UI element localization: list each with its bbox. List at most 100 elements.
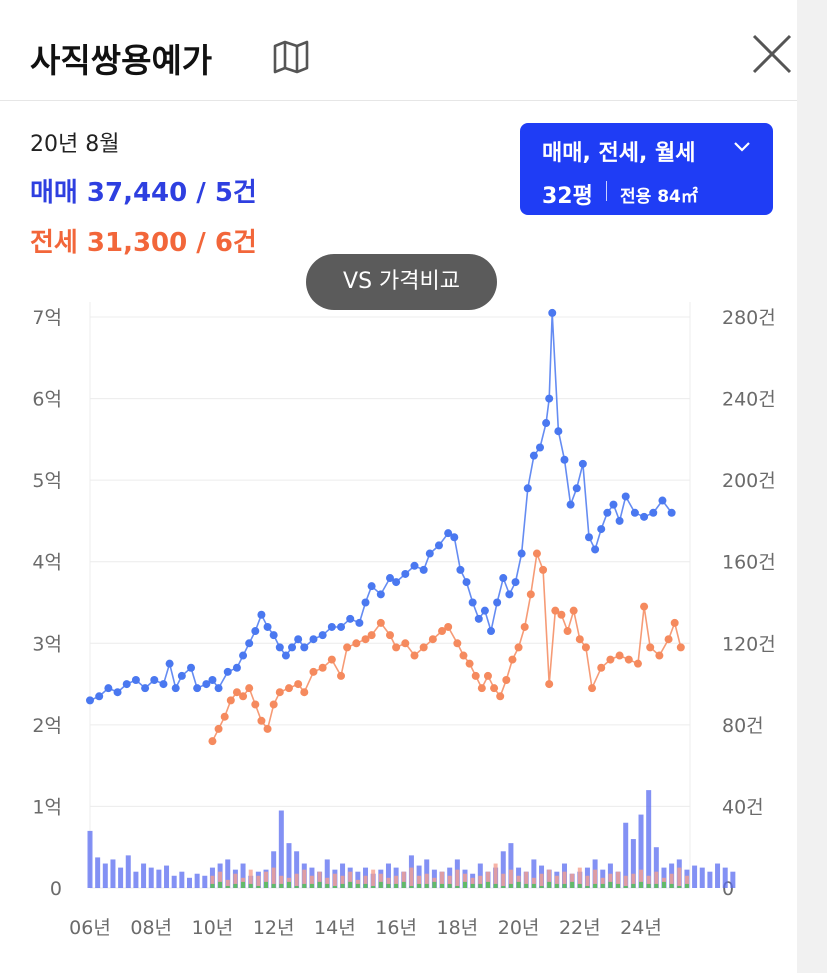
volume-bar [194,873,200,888]
volume-bar [593,869,598,888]
sale-price-point [187,663,196,672]
sale-price-point [208,675,217,684]
jeonse-price-point [624,655,633,664]
volume-bar [409,867,414,888]
volume-bar [148,867,154,888]
volume-bar [141,863,147,888]
sale-price-point [122,680,131,689]
volume-bar [118,867,124,888]
chart-grid [89,302,691,889]
sale-price-point [318,631,327,640]
volume-bar [493,863,498,888]
sale-price-point [281,651,290,660]
volume-bar [715,863,721,888]
jeonse-price-point [367,631,376,640]
y-right-tick-label: 240건 [722,389,776,411]
volume-bar [547,881,552,888]
volume-bar [417,883,422,888]
price-chart[interactable]: 0 1억 2억 3억 4억 5억 6억 7억 0 40건 80건 120건 160건 200건 240건 2… [0,0,797,973]
jeonse-price-point [386,631,394,640]
jeonse-price-point [410,651,419,660]
volume-bar [317,881,322,888]
sale-price-point [239,651,248,660]
jeonse-price-point [490,684,499,693]
jeonse-price-point [655,651,664,660]
jeonse-price-point [220,712,229,721]
volume-bar [608,873,613,888]
sale-price-line [89,312,673,702]
sale-price-point [269,631,278,640]
x-tick-label: 06년 [69,917,111,939]
volume-bar [562,871,567,888]
volume-bar [531,877,536,888]
volume-bar [348,881,353,888]
sale-price-point [468,598,477,607]
map-icon[interactable] [272,40,310,78]
jeonse-price-point [392,643,401,652]
jeonse-price-point [361,635,370,644]
volume-bar [531,859,537,888]
volume-bar [309,883,314,888]
volume-bar [256,875,261,888]
jeonse-price-point [376,618,385,627]
y-right-tick-label: 120건 [722,633,776,655]
jeonse-price-point [640,602,649,611]
sale-price-point [505,590,514,599]
left-axis-ticks: 0 1억 2억 3억 4억 5억 6억 7억 [32,307,62,900]
close-button[interactable] [748,30,796,78]
volume-bar [639,881,644,888]
jeonse-price-point [257,716,266,725]
jeonse-price-point [419,643,428,652]
sale-price-point [346,614,355,623]
volume-bar [654,883,659,888]
jeonse-price-point [502,675,511,684]
volume-bar [501,873,506,888]
jeonse-price-point [428,635,437,644]
sale-price-point [548,308,557,317]
volume-bar [478,875,483,888]
volume-bar [631,873,636,888]
jeonse-price-point [597,663,606,672]
selected-date: 20년 8월 [30,132,120,157]
sale-price-point [545,394,554,403]
volume-bar [539,873,544,888]
jeonse-price-point [532,549,541,558]
filter-dropdown[interactable]: 매매, 전세, 월세 32평 전용 84㎡ [520,123,773,215]
volume-bar [623,885,628,888]
sale-price-point [232,663,241,672]
jeonse-price-point [606,655,615,664]
volume-bar [646,875,651,888]
jeonse-summary: 전세 31,300 / 6건 [30,228,257,258]
jeonse-price-point [294,680,303,689]
jeonse-price-point [465,659,474,668]
x-tick-label: 24년 [620,917,662,939]
jeonse-price-point [459,651,468,660]
jeonse-price-point [337,671,346,680]
volume-bar [279,875,284,888]
volume-bar [654,871,659,888]
jeonse-price-point [444,622,453,631]
volume-bar [508,843,514,888]
jeonse-price-point [520,622,529,631]
sale-price-point [640,512,649,521]
vs-compare-button[interactable]: VS 가격비교 [306,254,497,310]
volume-bar [646,883,651,888]
sale-price-point [251,627,260,636]
sale-price-point [658,496,667,505]
y-left-tick-label: 7억 [32,307,62,329]
jeonse-price-point [569,606,578,615]
volume-bar [677,885,682,888]
volume-bar [478,883,483,888]
jeonse-price-point [239,692,248,701]
jeonse-price-point [664,635,673,644]
jeonse-price-point [471,671,480,680]
volume-bar [616,883,621,888]
volume-bar [470,877,475,888]
jeonse-price-point [508,655,517,664]
volume-bar [294,873,299,888]
jeonse-price-point [646,643,655,652]
y-right-tick-label: 160건 [722,552,776,574]
volume-bar [309,875,314,888]
volume-bar [570,881,575,888]
volume-bar [394,883,399,888]
